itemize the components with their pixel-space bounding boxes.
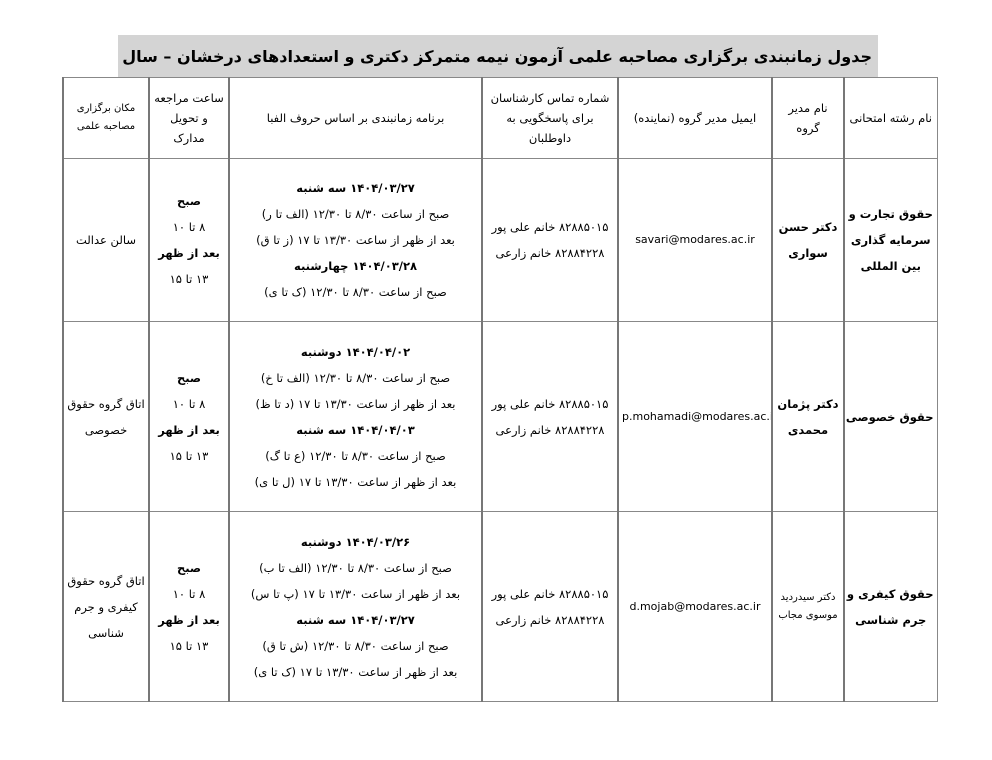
cell-line: صبح از ساعت ۸/۳۰ تا ۱۲/۳۰ (ش تا ق) xyxy=(262,638,449,653)
cell-line: دکتر سیدردید xyxy=(780,591,836,603)
cell-line: ۱۴۰۴/۰۳/۲۷ سه شنبه xyxy=(296,181,415,195)
cell-line: ۱۴۰۴/۰۴/۰۲ دوشنبه xyxy=(300,344,411,359)
cell-line: صبح xyxy=(176,194,202,208)
header-row: نام رشته امتحانی نام مدیر گروه ایمیل مدیر … xyxy=(62,77,938,159)
table-cell: اتاق گروه حقوق خصوصی xyxy=(62,321,150,512)
table-cell: ۸۲۸۸۵۰۱۵ خانم علی پور ۸۲۸۸۴۲۲۸ خانم زارعی xyxy=(481,158,619,322)
cell-line: دکتر حسن xyxy=(778,220,838,234)
table-cell: دکتر سیدردید موسوی مجاب xyxy=(771,511,845,702)
cell-line: بعد از ظهر از ساعت ۱۳/۳۰ تا ۱۷ (د تا ظ) xyxy=(255,396,456,411)
table-cell: حقوق خصوصی xyxy=(843,321,938,512)
table-row: حقوق تجارت و سرمایه گذاری بین المللی دکتر ح… xyxy=(62,158,938,322)
cell-line: بعد از ظهر از ساعت ۱۳/۳۰ تا ۱۷ (ز تا ق) xyxy=(256,233,455,247)
header-cell: ساعت مراجعه و تحویل مدارک xyxy=(148,77,230,159)
cell-line: بین المللی xyxy=(860,259,921,273)
schedule-table: نام رشته امتحانی نام مدیر گروه ایمیل مدیر … xyxy=(62,77,938,702)
cell-line: ۸۲۸۸۵۰۱۵ خانم علی پور xyxy=(491,586,609,601)
table-cell: ۱۴۰۴/۰۳/۲۶ دوشنبه صبح از ساعت ۸/۳۰ تا ۱۲/… xyxy=(228,511,483,702)
cell-line: ۱۴۰۴/۰۳/۲۷ سه شنبه xyxy=(296,612,415,627)
table-cell: حقوق کیفری و جرم شناسی xyxy=(843,511,938,702)
cell-line: شناسی xyxy=(88,625,124,640)
cell-line: بعد از ظهر xyxy=(158,612,220,627)
table-cell: سالن عدالت xyxy=(62,158,150,322)
table-cell: p.mohamadi@modares.ac.ir xyxy=(617,321,773,512)
cell-line: ۱۴۰۴/۰۴/۰۳ سه شنبه xyxy=(296,422,415,437)
cell-line: ۱۳ تا ۱۵ xyxy=(169,638,209,653)
table-cell: صبح ۸ تا ۱۰ بعد از ظهر ۱۳ تا ۱۵ xyxy=(148,158,230,322)
cell-line: ۸۲۸۸۴۲۲۸ خانم زارعی xyxy=(495,246,605,260)
header-cell: مکان برگزاری مصاحبه علمی xyxy=(62,77,150,159)
cell-line: ۱۴۰۴/۰۳/۲۸ چهارشنبه xyxy=(293,259,418,273)
cell-line: جرم شناسی xyxy=(855,612,927,627)
cell-line: سواری xyxy=(788,246,828,260)
cell-line: صبح از ساعت ۸/۳۰ تا ۱۲/۳۰ (الف تا ب) xyxy=(259,560,452,575)
cell-line: d.mojab@modares.ac.ir xyxy=(629,599,761,613)
header-cell: شماره تماس کارشناسان برای پاسخگویی به دا… xyxy=(481,77,619,159)
cell-line: صبح از ساعت ۸/۳۰ تا ۱۲/۳۰ (الف تا خ) xyxy=(260,370,451,385)
table-cell: d.mojab@modares.ac.ir xyxy=(617,511,773,702)
cell-line: ۱۴۰۴/۰۳/۲۶ دوشنبه xyxy=(300,534,411,549)
table-cell: ۸۲۸۸۵۰۱۵ خانم علی پور ۸۲۸۸۴۲۲۸ خانم زارعی xyxy=(481,511,619,702)
cell-line: ۱۳ تا ۱۵ xyxy=(169,448,209,463)
cell-line: حقوق تجارت و xyxy=(848,207,933,221)
table-row: حقوق خصوصی دکتر پژمان محمدی p.mohamadi@moda… xyxy=(62,321,938,512)
header-cell: ایمیل مدیر گروه (نماینده) xyxy=(617,77,773,159)
cell-line: بعد از ظهر xyxy=(158,246,220,260)
cell-line: ۸۲۸۸۴۲۲۸ خانم زارعی xyxy=(495,612,605,627)
table-cell: دکتر پژمان محمدی xyxy=(771,321,845,512)
cell-line: دکتر پژمان xyxy=(777,396,839,411)
cell-line: حقوق خصوصی xyxy=(845,409,934,424)
cell-line: ۸۲۸۸۵۰۱۵ خانم علی پور xyxy=(491,396,609,411)
cell-line: p.mohamadi@modares.ac.ir xyxy=(622,409,772,423)
cell-line: savari@modares.ac.ir xyxy=(635,233,755,246)
cell-line: ۸ تا ۱۰ xyxy=(172,396,206,411)
cell-line: بعد از ظهر از ساعت ۱۳/۳۰ تا ۱۷ (پ تا س) xyxy=(250,586,461,601)
cell-line: کیفری و جرم xyxy=(74,599,138,614)
cell-line: بعد از ظهر از ساعت ۱۳/۳۰ تا ۱۷ (ل تا ی) xyxy=(254,474,457,489)
table-cell: ۸۲۸۸۵۰۱۵ خانم علی پور ۸۲۸۸۴۲۲۸ خانم زارعی xyxy=(481,321,619,512)
cell-line: ۸ تا ۱۰ xyxy=(172,586,206,601)
cell-line: صبح از ساعت ۸/۳۰ تا ۱۲/۳۰ (الف تا ر) xyxy=(261,207,450,221)
cell-line: صبح xyxy=(176,370,202,385)
cell-line: اتاق گروه حقوق xyxy=(67,573,145,588)
cell-line: بعد از ظهر xyxy=(158,422,220,437)
cell-line: صبح از ساعت ۸/۳۰ تا ۱۲/۳۰ (ک تا ی) xyxy=(264,285,447,299)
table-cell: savari@modares.ac.ir xyxy=(617,158,773,322)
table-cell: صبح ۸ تا ۱۰ بعد از ظهر ۱۳ تا ۱۵ xyxy=(148,511,230,702)
cell-line: سرمایه گذاری xyxy=(850,233,931,247)
cell-line: صبح از ساعت ۸/۳۰ تا ۱۲/۳۰ (ع تا گ) xyxy=(265,448,446,463)
table-cell: حقوق تجارت و سرمایه گذاری بین المللی xyxy=(843,158,938,322)
header-cell: نام رشته امتحانی xyxy=(843,77,938,159)
table-cell: صبح ۸ تا ۱۰ بعد از ظهر ۱۳ تا ۱۵ xyxy=(148,321,230,512)
cell-line: ۱۳ تا ۱۵ xyxy=(169,272,209,286)
table-cell: دکتر حسن سواری xyxy=(771,158,845,322)
table-cell: ۱۴۰۴/۰۴/۰۲ دوشنبه صبح از ساعت ۸/۳۰ تا ۱۲/… xyxy=(228,321,483,512)
document-title: جدول زمانبندی برگزاری مصاحبه علمی آزمون … xyxy=(118,35,878,78)
cell-line: سالن عدالت xyxy=(76,233,136,247)
cell-line: حقوق کیفری و xyxy=(846,586,934,601)
table-cell: ۱۴۰۴/۰۳/۲۷ سه شنبه صبح از ساعت ۸/۳۰ تا ۱۲… xyxy=(228,158,483,322)
cell-line: خصوصی xyxy=(84,422,128,437)
cell-line: ۸ تا ۱۰ xyxy=(172,220,206,234)
cell-line: محمدی xyxy=(787,422,829,437)
header-cell: نام مدیر گروه xyxy=(771,77,845,159)
table-body: حقوق تجارت و سرمایه گذاری بین المللی دکتر ح… xyxy=(62,158,938,702)
cell-line: بعد از ظهر از ساعت ۱۳/۳۰ تا ۱۷ (ک تا ی) xyxy=(253,664,458,679)
cell-line: صبح xyxy=(176,560,202,575)
table-cell: اتاق گروه حقوق کیفری و جرم شناسی xyxy=(62,511,150,702)
cell-line: ۸۲۸۸۵۰۱۵ خانم علی پور xyxy=(491,220,609,234)
header-cell: برنامه زمانبندی بر اساس حروف الفبا xyxy=(228,77,483,159)
cell-line: ۸۲۸۸۴۲۲۸ خانم زارعی xyxy=(495,422,605,437)
cell-line: اتاق گروه حقوق xyxy=(67,396,145,411)
cell-line: موسوی مجاب xyxy=(778,609,838,621)
table-row: حقوق کیفری و جرم شناسی دکتر سیدردید موسوی م… xyxy=(62,511,938,702)
